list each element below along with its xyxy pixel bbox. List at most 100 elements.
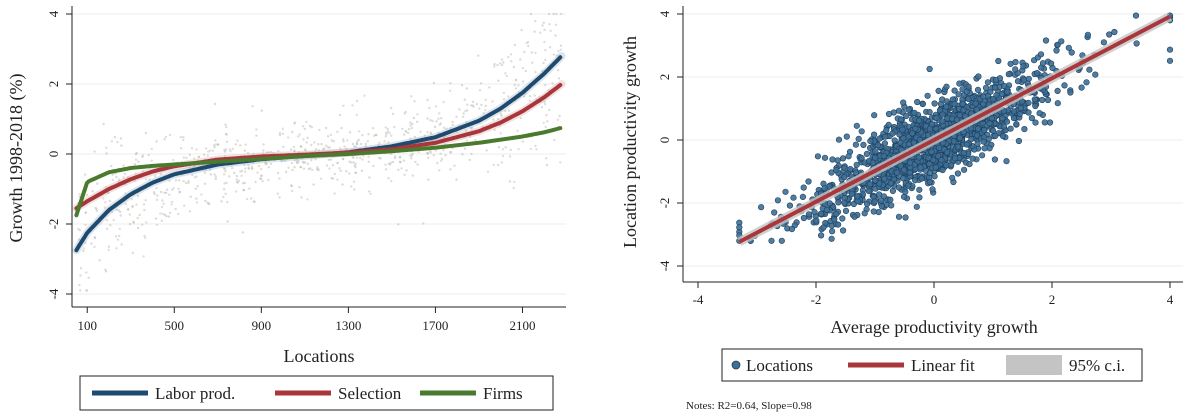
scatter-point — [471, 104, 474, 107]
scatter-point — [426, 98, 429, 102]
scatter-point — [284, 159, 287, 163]
scatter-point — [883, 127, 890, 134]
scatter-point — [353, 145, 356, 148]
scatter-point — [187, 181, 190, 185]
scatter-point — [272, 151, 275, 155]
scatter-point — [981, 127, 988, 134]
scatter-point — [364, 145, 368, 148]
scatter-point — [416, 113, 419, 116]
scatter-point — [361, 134, 364, 137]
scatter-point — [442, 100, 445, 104]
left-y-ticks: 4 2 0 -2 -4 — [46, 10, 72, 299]
scatter-point — [540, 106, 544, 109]
scatter-point — [384, 163, 387, 166]
scatter-point — [93, 245, 96, 249]
scatter-point — [111, 178, 115, 182]
scatter-point — [403, 133, 406, 136]
scatter-point — [963, 88, 970, 95]
scatter-point — [813, 217, 820, 224]
scatter-point — [474, 138, 477, 142]
scatter-point — [84, 241, 87, 244]
scatter-point — [913, 203, 920, 210]
scatter-point — [482, 112, 485, 115]
scatter-point — [425, 151, 429, 155]
scatter-point — [869, 159, 877, 166]
scatter-point — [206, 154, 209, 157]
scatter-point — [471, 100, 475, 104]
scatter-point — [299, 165, 302, 169]
scatter-point — [364, 142, 368, 146]
scatter-point — [338, 113, 342, 117]
scatter-point — [501, 148, 505, 151]
scatter-point — [352, 156, 355, 160]
scatter-point — [528, 99, 531, 102]
scatter-point — [410, 126, 414, 130]
scatter-point — [302, 138, 305, 141]
scatter-point — [389, 152, 392, 156]
scatter-point — [188, 166, 191, 169]
scatter-point — [177, 212, 180, 216]
scatter-point — [439, 122, 443, 125]
scatter-point — [242, 188, 245, 192]
scatter-point — [867, 138, 874, 145]
scatter-point — [1028, 114, 1035, 122]
scatter-point — [85, 193, 89, 197]
scatter-point — [159, 190, 163, 194]
scatter-point — [1133, 40, 1140, 47]
scatter-point — [852, 141, 860, 148]
scatter-point — [409, 137, 412, 140]
scatter-point — [119, 210, 122, 214]
scatter-point — [310, 159, 313, 162]
scatter-point — [115, 175, 118, 179]
scatter-point — [391, 160, 395, 164]
scatter-point — [93, 236, 96, 239]
scatter-point — [93, 150, 96, 153]
scatter-point — [559, 44, 563, 47]
scatter-point — [905, 106, 912, 113]
scatter-point — [224, 132, 228, 136]
scatter-point — [306, 136, 309, 139]
scatter-point — [918, 175, 925, 182]
scatter-point — [544, 83, 547, 87]
scatter-point — [193, 157, 196, 160]
scatter-point — [165, 215, 168, 218]
scatter-point — [354, 162, 357, 165]
scatter-point — [1083, 79, 1090, 86]
scatter-point — [212, 144, 216, 147]
scatter-point — [197, 155, 200, 159]
scatter-point — [195, 175, 198, 178]
scatter-point — [902, 214, 909, 221]
scatter-point — [1017, 104, 1024, 112]
scatter-point — [185, 156, 188, 160]
scatter-point — [439, 152, 442, 155]
scatter-point — [200, 193, 203, 196]
legend-label-locations: Locations — [746, 356, 813, 375]
scatter-point — [1086, 66, 1093, 73]
scatter-point — [366, 140, 369, 143]
scatter-point — [126, 208, 130, 211]
scatter-point — [851, 213, 858, 220]
scatter-point — [128, 222, 132, 226]
scatter-point — [290, 184, 293, 187]
scatter-point — [543, 40, 546, 44]
scatter-point — [1047, 60, 1055, 67]
scatter-point — [353, 164, 356, 167]
scatter-point — [224, 192, 227, 195]
scatter-point — [354, 171, 357, 175]
scatter-point — [281, 127, 284, 130]
scatter-point — [178, 179, 181, 182]
scatter-point — [195, 148, 198, 151]
scatter-point — [539, 31, 542, 34]
scatter-point — [391, 112, 395, 116]
legend-label-firms: Firms — [483, 384, 523, 403]
scatter-point — [484, 104, 487, 108]
scatter-point — [387, 141, 390, 144]
scatter-point — [434, 105, 438, 108]
scatter-point — [853, 122, 860, 129]
scatter-point — [134, 158, 138, 161]
scatter-point — [231, 147, 234, 151]
scatter-point — [287, 136, 290, 139]
scatter-point — [472, 105, 475, 108]
scatter-point — [1025, 109, 1032, 116]
